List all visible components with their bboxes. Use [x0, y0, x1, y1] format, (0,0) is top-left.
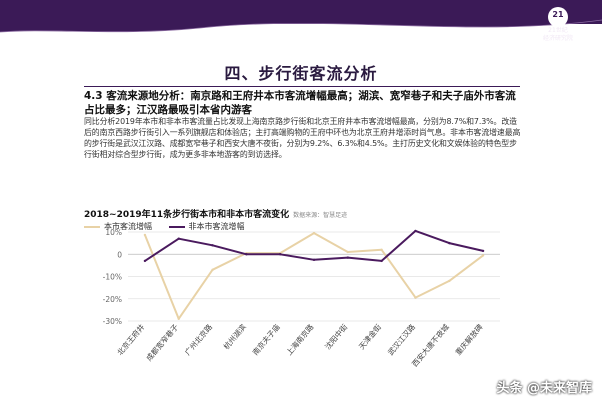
data-point-local — [448, 279, 451, 283]
data-point-nonlocal — [312, 258, 316, 262]
x-tick-label: 天津金街 — [356, 321, 383, 351]
x-tick-label: 武汉江汉路 — [385, 321, 417, 357]
brand-logo: 21 21世纪 经济研究院 — [536, 7, 580, 42]
data-point-nonlocal — [481, 249, 485, 253]
data-point-local — [414, 296, 417, 299]
logo-emblem-icon: 21 — [548, 7, 568, 27]
data-point-local — [143, 233, 147, 237]
data-point-nonlocal — [143, 259, 147, 263]
x-tick-label: 成都宽窄巷子 — [144, 321, 181, 362]
legend-label-local: 本市客流增幅 — [104, 222, 152, 231]
logo-text: 21世纪 — [548, 27, 568, 34]
chart-source: 数据来源：智慧足迹 — [293, 212, 348, 219]
series-line-local — [143, 232, 484, 320]
x-tick-label: 沈阳中街 — [322, 321, 349, 351]
x-tick-label: 杭州湖滨 — [221, 321, 248, 351]
series-line-nonlocal — [144, 229, 484, 262]
x-tick-label: 北京王府井 — [115, 321, 147, 357]
legend-item-local: 本市客流增幅 — [84, 221, 152, 232]
data-point-nonlocal — [414, 229, 417, 233]
header-wave-decoration — [0, 10, 602, 33]
chart-title-text: 2018~2019年11条步行街本市和非本市客流变化 — [84, 210, 290, 220]
legend-item-nonlocal: 非本市客流增幅 — [168, 221, 245, 232]
data-point-local — [380, 248, 383, 251]
x-tick-label: 广州北京路 — [182, 321, 214, 357]
x-tick-label: 上海南京路 — [284, 321, 316, 357]
chart-legend: 本市客流增幅 非本市客流增幅 — [84, 221, 259, 232]
x-tick-label: 重庆解放碑 — [453, 321, 485, 357]
y-tick-label: 0 — [117, 250, 122, 259]
data-point-local — [346, 250, 350, 254]
x-tick-label: 南京夫子庙 — [250, 321, 282, 357]
section-title: 四、步行街客流分析 — [224, 64, 378, 83]
legend-label-nonlocal: 非本市客流增幅 — [188, 222, 245, 231]
data-point-nonlocal — [278, 253, 282, 256]
data-point-nonlocal — [346, 256, 350, 259]
chart-title: 2018~2019年11条步行街本市和非本市客流变化 数据来源：智慧足迹 — [84, 207, 347, 220]
body-paragraph: 同比分析2019年本市和非本市客流量占比发现上海南京路步行街和北京王府井本市客流… — [84, 117, 521, 159]
data-point-nonlocal — [245, 253, 248, 256]
y-tick-label: -30% — [103, 317, 122, 326]
logo-subtext: 经济研究院 — [542, 35, 573, 42]
data-point-nonlocal — [380, 259, 383, 263]
data-point-local — [312, 231, 316, 235]
sub-heading: 4.3 客流来源地分析：南京路和王府井本市客流增幅最高；湖滨、宽窄巷子和夫子庙外… — [84, 90, 516, 116]
title-divider — [84, 86, 520, 87]
legend-swatch-nonlocal — [168, 225, 185, 228]
y-tick-label: 10% — [105, 228, 122, 237]
legend-swatch-local — [84, 225, 100, 228]
data-point-local — [177, 317, 180, 320]
data-point-nonlocal — [177, 237, 180, 240]
data-point-nonlocal — [211, 244, 214, 247]
watermark: 头条 @未来智库 — [496, 381, 592, 396]
data-point-nonlocal — [448, 241, 451, 245]
y-tick-label: -20% — [103, 295, 122, 304]
data-point-local — [481, 254, 485, 257]
data-point-local — [211, 268, 214, 272]
y-tick-label: -10% — [103, 273, 122, 282]
